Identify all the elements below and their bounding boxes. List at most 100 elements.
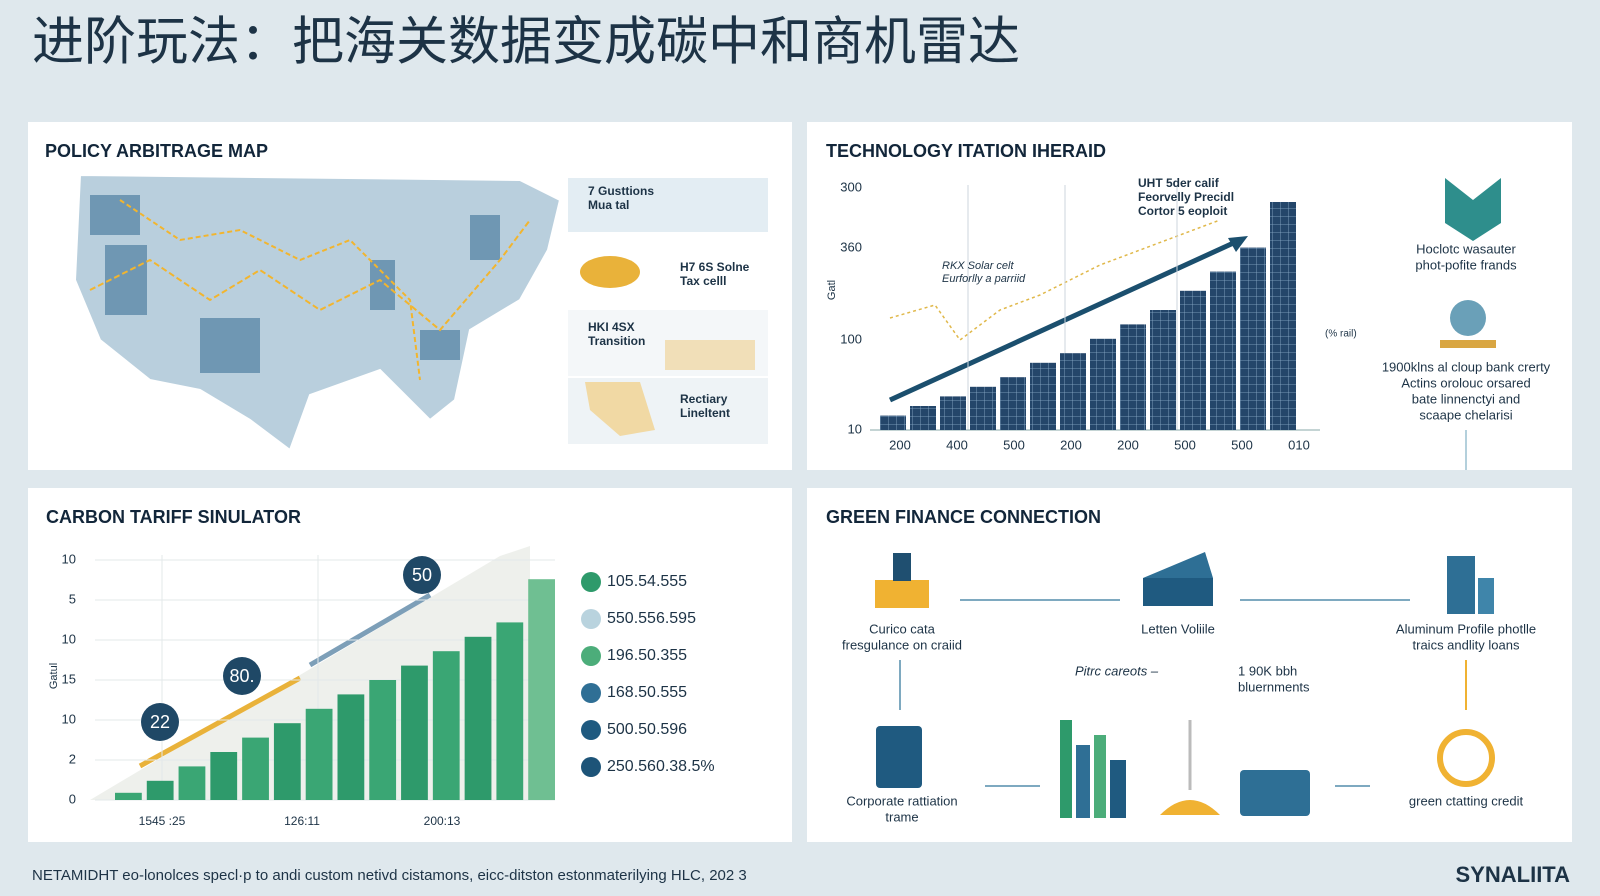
label: Rectiary <box>680 392 728 406</box>
bar <box>115 792 142 800</box>
icon <box>1445 178 1501 241</box>
label: 1 90K bbh <box>1238 663 1297 678</box>
label: HKI 4SX <box>588 320 635 334</box>
label: Cortor 5 eoploit <box>1138 204 1227 218</box>
label: traics andlity loans <box>1413 637 1520 652</box>
x-tick-label: 400 <box>946 437 968 452</box>
icon <box>585 382 655 436</box>
icon <box>1450 300 1486 336</box>
icon <box>1440 340 1496 348</box>
bar <box>1150 310 1176 430</box>
y-tick-label: 15 <box>62 671 76 686</box>
label: Hoclotc wasauter <box>1416 241 1516 256</box>
bar <box>1210 271 1236 430</box>
bar <box>1060 353 1086 430</box>
y-tick-label: 100 <box>840 331 862 346</box>
legend-label: 105.54.555 <box>607 573 687 590</box>
bar <box>305 708 333 800</box>
label: Aluminum Profile photlle <box>1396 621 1536 636</box>
bubble-label: 22 <box>150 712 170 732</box>
x-tick-label: 200 <box>889 437 911 452</box>
legend-label: 168.50.555 <box>607 684 687 701</box>
label: Curico cata <box>869 621 936 636</box>
y-tick-label: 10 <box>62 711 76 726</box>
legend-swatch <box>581 683 601 703</box>
map-route <box>89 219 531 332</box>
bar <box>496 622 524 800</box>
y-tick-label: 2 <box>69 751 76 766</box>
bubble-label: 80. <box>229 666 254 686</box>
label: Letten Voliile <box>1141 621 1215 636</box>
y-tick-label: 10 <box>848 421 862 436</box>
trend-arrow <box>138 675 302 769</box>
bar <box>1030 362 1056 430</box>
y-tick-label: 10 <box>62 631 76 646</box>
panel-title: GREEN FINANCE CONNECTION <box>826 507 1101 527</box>
label: bluernments <box>1238 679 1310 694</box>
bar <box>528 579 555 800</box>
map-card <box>568 178 768 232</box>
bar <box>880 415 906 430</box>
map-route <box>119 199 421 381</box>
page-title: 进阶玩法：把海关数据变成碳中和商机雷达 <box>32 14 1020 72</box>
x-tick-label: 010 <box>1288 437 1310 452</box>
bar <box>146 780 174 800</box>
label: phot-pofite frands <box>1415 257 1517 272</box>
label: Pitrc careots – <box>1075 663 1159 678</box>
x-tick-label: 500 <box>1003 437 1025 452</box>
x-tick-label: 126:11 <box>284 814 320 828</box>
legend-swatch <box>581 720 601 740</box>
bar <box>210 752 238 800</box>
legend-swatch <box>581 572 601 592</box>
panel-title: POLICY ARBITRAGE MAP <box>45 141 268 161</box>
bar <box>910 406 936 430</box>
bubble-label: 50 <box>412 565 432 585</box>
x-tick-label: 500 <box>1231 437 1253 452</box>
x-tick-label: 200 <box>1117 437 1139 452</box>
bubble <box>403 556 441 594</box>
label: Lineltent <box>680 406 730 420</box>
x-tick-label: 1545 :25 <box>139 814 186 828</box>
bar <box>337 694 365 800</box>
panel-title: CARBON TARIFF SINULATOR <box>46 507 301 527</box>
icon <box>665 340 755 370</box>
legend-swatch <box>581 757 601 777</box>
label: RKX Solar celt <box>942 260 1014 272</box>
legend-label: 196.50.355 <box>607 647 687 664</box>
bar <box>940 396 966 430</box>
label: Eurforlly a parriid <box>942 273 1026 285</box>
bar <box>432 651 460 800</box>
legend-label: 250.560.38.5% <box>607 758 715 775</box>
finance-icons <box>875 552 1495 818</box>
bar <box>401 665 428 800</box>
legend-label: 500.50.596 <box>607 721 687 738</box>
arrowhead <box>1228 236 1248 252</box>
label: H7 6S Solne <box>680 260 750 274</box>
bar <box>1000 377 1026 430</box>
trend-dots <box>889 219 1221 342</box>
label: Corporate rattiation <box>846 793 957 808</box>
legend-label: 550.556.595 <box>607 610 696 627</box>
label: Mua tal <box>588 198 629 212</box>
bar <box>464 636 492 800</box>
label: 1900klns al cloup bank crerty <box>1382 359 1551 374</box>
y-tick-label: 300 <box>840 179 862 194</box>
label: scaape chelarisi <box>1419 407 1512 422</box>
bar <box>1120 324 1146 430</box>
label: Feorvelly Precidl <box>1138 190 1234 204</box>
y-tick-label: 10 <box>62 551 76 566</box>
label: UHT 5der calif <box>1138 176 1220 190</box>
label: Transition <box>588 334 645 348</box>
map-shape <box>73 173 562 452</box>
map-regions <box>90 195 500 373</box>
trend-arrow <box>308 592 432 668</box>
y-tick-label: 0 <box>69 791 76 806</box>
bubble <box>141 703 179 741</box>
axis-label: Gatl <box>826 280 838 300</box>
y-tick-label: 5 <box>69 591 76 606</box>
bar <box>970 386 996 430</box>
bubble <box>223 657 261 695</box>
x-tick-label: 200 <box>1060 437 1082 452</box>
label: bate linnenctyi and <box>1412 391 1520 406</box>
